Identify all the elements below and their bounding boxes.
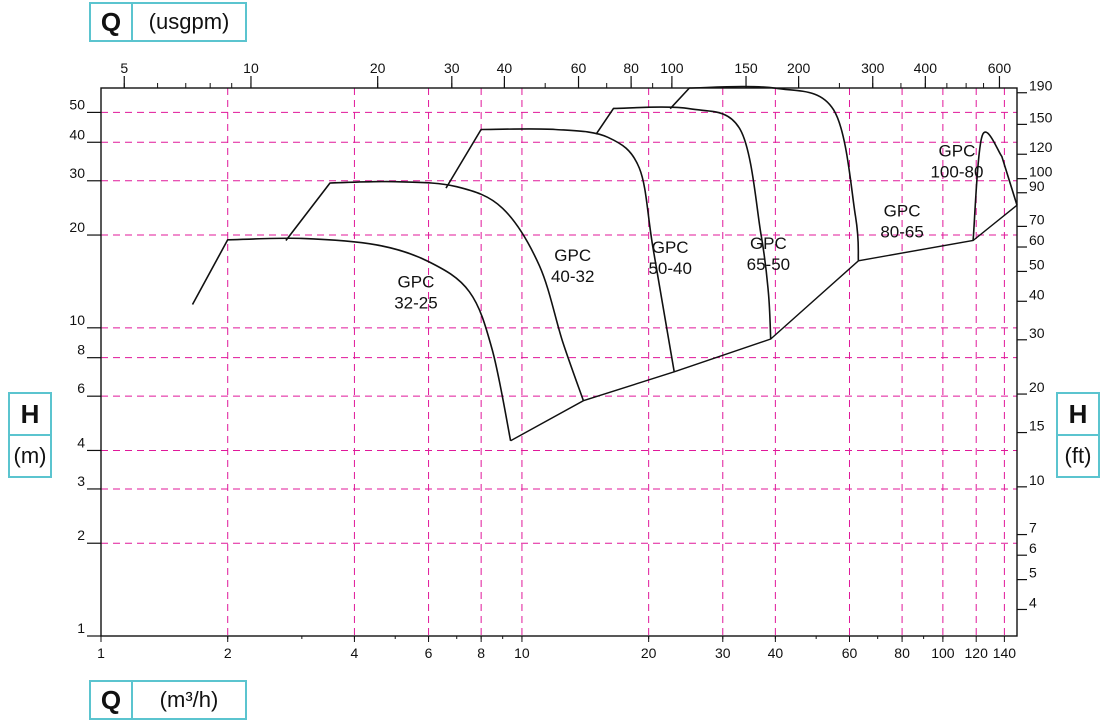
h-left-badge: H (m): [8, 392, 52, 478]
x-tick-label-bottom: 100: [931, 645, 955, 661]
q-bottom-badge: Q (m³/h): [89, 680, 247, 720]
q-bottom-unit: (m³/h): [131, 682, 245, 718]
x-tick-label-top: 40: [497, 60, 513, 76]
x-tick-label-bottom: 20: [641, 645, 657, 661]
plot-frame: [100, 87, 1018, 637]
y-tick-label-right: 5: [1029, 565, 1037, 581]
series-label-gpc-65-50: 65-50: [747, 255, 790, 274]
y-tick-label-right: 20: [1029, 379, 1045, 395]
y-tick-label-right: 40: [1029, 286, 1045, 302]
x-tick-label-top: 200: [787, 60, 811, 76]
x-tick-label-bottom: 80: [894, 645, 910, 661]
y-tick-label-right: 70: [1029, 211, 1045, 227]
y-tick-label-left: 20: [69, 219, 85, 235]
y-tick-label-right: 50: [1029, 256, 1045, 272]
series-label-gpc-32-25: GPC: [398, 273, 435, 292]
h-right-unit: (ft): [1058, 434, 1098, 476]
curve-layer: [191, 85, 1018, 442]
y-tick-label-right: 190: [1029, 78, 1053, 94]
curve-gpc-40-32: [285, 180, 585, 401]
x-tick-label-top: 20: [370, 60, 386, 76]
q-bottom-symbol: Q: [100, 684, 122, 715]
h-right-badge: H (ft): [1056, 392, 1100, 478]
series-label-gpc-80-65: 80-65: [880, 222, 923, 241]
series-label-gpc-65-50: GPC: [750, 234, 787, 253]
x-tick-label-bottom: 1: [97, 645, 105, 661]
series-label-gpc-40-32: 40-32: [551, 267, 594, 286]
x-tick-label-top: 5: [120, 60, 128, 76]
series-label-gpc-100-80: GPC: [939, 141, 976, 160]
y-tick-label-right: 4: [1029, 594, 1037, 610]
y-tick-label-left: 3: [77, 473, 85, 489]
series-label-gpc-50-40: GPC: [652, 238, 689, 257]
x-tick-label-top: 30: [444, 60, 460, 76]
label-layer: GPC 32-25 GPC 40-32 GPC 50-40 GPC 65-50 GPC 80-65…: [394, 141, 983, 312]
series-label-gpc-50-40: 50-40: [648, 259, 691, 278]
y-tick-label-right: 7: [1029, 520, 1037, 536]
x-tick-label-top: 300: [861, 60, 885, 76]
y-tick-label-left: 4: [77, 434, 85, 450]
q-top-unit: (usgpm): [131, 4, 245, 40]
y-tick-label-left: 40: [69, 126, 85, 142]
h-right-symbol: H: [1068, 398, 1088, 429]
y-tick-label-right: 120: [1029, 139, 1053, 155]
curve-gpc-100-80: [972, 131, 1018, 241]
curve-gpc-80-65: [669, 85, 860, 261]
y-tick-label-left: 10: [69, 312, 85, 328]
h-left-symbol: H: [20, 398, 40, 429]
y-tick-label-right: 6: [1029, 540, 1037, 556]
x-tick-label-bottom: 2: [224, 645, 232, 661]
x-tick-label-top: 400: [914, 60, 938, 76]
y-tick-label-left: 30: [69, 165, 85, 181]
y-tick-label-right: 90: [1029, 178, 1045, 194]
y-tick-label-right: 150: [1029, 109, 1053, 125]
x-tick-label-bottom: 60: [842, 645, 858, 661]
curve-gpc-50-40: [445, 128, 675, 372]
y-tick-label-right: 100: [1029, 164, 1053, 180]
y-tick-label-left: 6: [77, 380, 85, 396]
grid-layer: [101, 88, 1017, 636]
x-tick-label-bottom: 140: [993, 645, 1017, 661]
x-tick-label-bottom: 120: [965, 645, 989, 661]
x-tick-label-top: 60: [571, 60, 587, 76]
x-tick-label-top: 600: [988, 60, 1012, 76]
y-tick-label-left: 1: [77, 620, 85, 636]
x-tick-label-top: 80: [623, 60, 639, 76]
x-tick-label-bottom: 40: [768, 645, 784, 661]
y-tick-label-left: 8: [77, 342, 85, 358]
q-top-symbol: Q: [100, 6, 122, 37]
x-tick-label-top: 100: [660, 60, 684, 76]
curve-gpc-65-50: [595, 106, 772, 340]
y-tick-label-right: 60: [1029, 232, 1045, 248]
operating-limit-line: [510, 204, 1018, 442]
y-tick-label-left: 50: [69, 96, 85, 112]
curve-gpc-32-25: [191, 237, 512, 441]
series-label-gpc-32-25: 32-25: [394, 294, 437, 313]
series-label-gpc-80-65: GPC: [884, 201, 921, 220]
y-tick-label-right: 30: [1029, 325, 1045, 341]
series-label-gpc-40-32: GPC: [554, 246, 591, 265]
x-tick-label-bottom: 30: [715, 645, 731, 661]
y-tick-label-right: 10: [1029, 472, 1045, 488]
x-tick-label-bottom: 6: [425, 645, 433, 661]
y-tick-label-right: 15: [1029, 418, 1045, 434]
q-top-badge: Q (usgpm): [89, 2, 247, 42]
x-tick-label-top: 10: [243, 60, 259, 76]
series-label-gpc-100-80: 100-80: [930, 162, 983, 181]
x-tick-label-bottom: 10: [514, 645, 530, 661]
x-tick-label-bottom: 8: [477, 645, 485, 661]
x-tick-label-top: 150: [734, 60, 758, 76]
x-tick-label-bottom: 4: [351, 645, 359, 661]
y-tick-label-left: 2: [77, 527, 85, 543]
tick-layer: 1 2 4 6 8 10 20 30 40 60 80 100 120 14012346810203040…: [69, 60, 1052, 661]
h-left-unit: (m): [10, 434, 50, 476]
